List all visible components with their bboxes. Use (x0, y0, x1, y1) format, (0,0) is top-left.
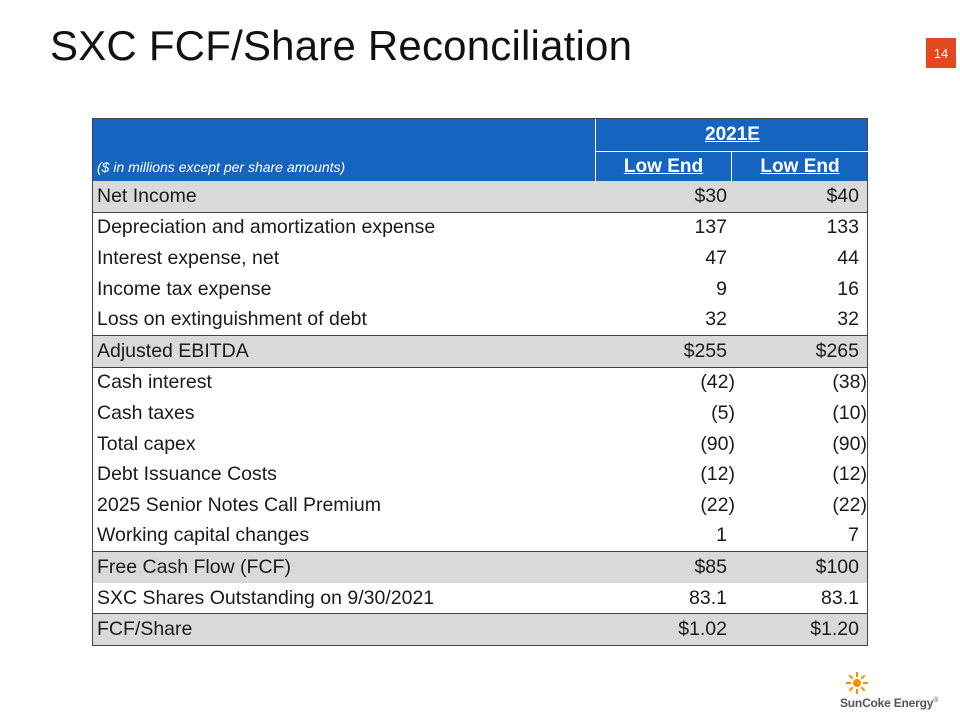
row-value-low-1: 137 (694, 216, 727, 239)
row-value-low-1: (22) (700, 493, 735, 516)
row-value-low-1: 1 (716, 524, 727, 547)
row-value-low-2: 32 (837, 308, 859, 331)
slide-title: SXC FCF/Share Reconciliation (50, 22, 633, 69)
row-value-low-2: $265 (815, 339, 859, 362)
row-value-low-2: 44 (837, 246, 859, 269)
year-header: 2021E (595, 119, 869, 151)
row-value-low-1: $1.02 (678, 618, 727, 641)
table-row: Income tax expense 9 16 (93, 274, 867, 305)
low-end-header-1: Low End (595, 151, 731, 181)
row-value-low-2: $40 (826, 184, 859, 207)
units-note: ($ in millions except per share amounts) (97, 159, 346, 175)
table-row: Net Income $30 $40 (93, 181, 867, 212)
table-row: Adjusted EBITDA $255 $265 (93, 334, 867, 367)
row-label: Income tax expense (97, 277, 272, 300)
reconciliation-table: 2021E ($ in millions except per share am… (92, 118, 868, 646)
row-label: Depreciation and amortization expense (97, 216, 436, 239)
table-row: SXC Shares Outstanding on 9/30/2021 83.1… (93, 583, 867, 614)
row-label: Interest expense, net (97, 246, 280, 269)
row-label: Loss on extinguishment of debt (97, 308, 367, 331)
row-value-low-1: (5) (711, 401, 735, 424)
table-row: Interest expense, net 47 44 (93, 243, 867, 274)
row-value-low-1: (90) (700, 432, 735, 455)
table-row: 2025 Senior Notes Call Premium (22) (22) (93, 490, 867, 521)
row-label: SXC Shares Outstanding on 9/30/2021 (97, 586, 435, 609)
row-value-low-2: (10) (832, 401, 867, 424)
table-header: 2021E ($ in millions except per share am… (93, 119, 869, 181)
row-value-low-2: 83.1 (821, 586, 859, 609)
page-number: 14 (926, 38, 956, 68)
row-label: FCF/Share (97, 618, 193, 641)
row-value-low-2: 16 (837, 277, 859, 300)
row-value-low-1: 32 (705, 308, 727, 331)
row-value-low-1: (42) (700, 371, 735, 394)
table-row: Total capex (90) (90) (93, 429, 867, 460)
row-label: Working capital changes (97, 524, 310, 547)
row-value-low-1: $255 (683, 339, 727, 362)
row-value-low-1: $30 (694, 184, 727, 207)
row-value-low-2: (90) (832, 432, 867, 455)
row-value-low-2: $100 (815, 555, 859, 578)
row-value-low-1: 47 (705, 246, 727, 269)
row-label: Total capex (97, 432, 196, 455)
table-row: Debt Issuance Costs (12) (12) (93, 459, 867, 490)
table-row: Depreciation and amortization expense 13… (93, 211, 867, 244)
row-label: Cash interest (97, 371, 212, 394)
row-value-low-1: $85 (694, 555, 727, 578)
table-row: Free Cash Flow (FCF) $85 $100 (93, 551, 867, 583)
row-value-low-1: (12) (700, 463, 735, 486)
row-label: Cash taxes (97, 401, 195, 424)
table-row: FCF/Share $1.02 $1.20 (93, 613, 867, 645)
row-label: Adjusted EBITDA (97, 339, 249, 362)
row-value-low-2: (22) (832, 493, 867, 516)
table-row: Cash taxes (5) (10) (93, 398, 867, 429)
table-row: Cash interest (42) (38) (93, 366, 867, 399)
row-value-low-1: 83.1 (689, 586, 727, 609)
low-end-header-2: Low End (731, 151, 868, 181)
row-label: 2025 Senior Notes Call Premium (97, 493, 381, 516)
row-value-low-1: 9 (716, 277, 727, 300)
row-value-low-2: 133 (826, 216, 859, 239)
row-value-low-2: (12) (832, 463, 867, 486)
row-value-low-2: (38) (832, 371, 867, 394)
sun-icon (846, 672, 868, 694)
row-value-low-2: $1.20 (810, 618, 859, 641)
row-label: Net Income (97, 184, 197, 207)
row-value-low-2: 7 (848, 524, 859, 547)
table-row: Loss on extinguishment of debt 32 32 (93, 304, 867, 335)
row-label: Free Cash Flow (FCF) (97, 555, 291, 578)
table-row: Working capital changes 1 7 (93, 521, 867, 552)
logo-text: SunCoke Energy® (840, 696, 939, 710)
row-label: Debt Issuance Costs (97, 463, 277, 486)
